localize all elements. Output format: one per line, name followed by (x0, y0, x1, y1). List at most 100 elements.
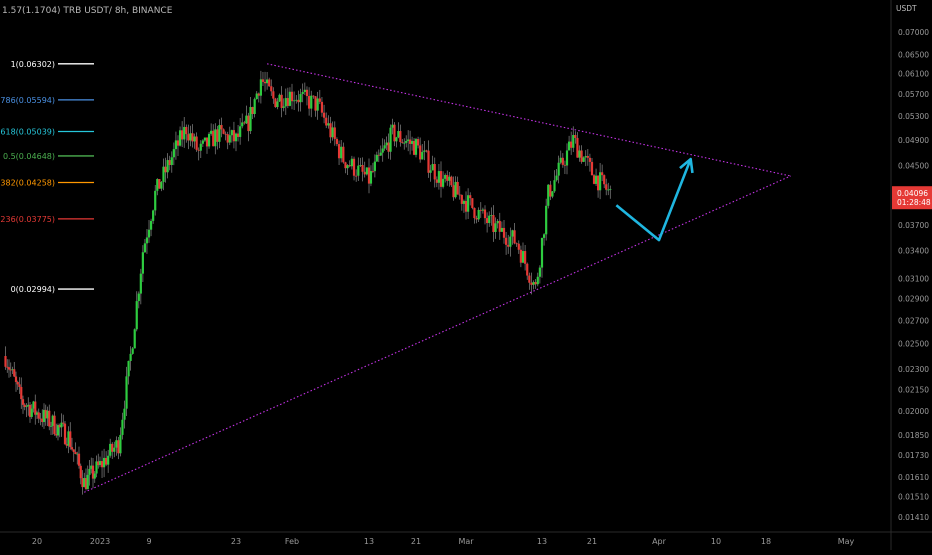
candle-up (25, 406, 28, 408)
candle-up (90, 465, 93, 469)
candle-down (335, 138, 339, 145)
price-tick: 0.03700 (898, 221, 929, 230)
candle-down (427, 150, 430, 173)
candle-up (379, 152, 382, 156)
candles (4, 70, 612, 495)
candle-up (481, 209, 484, 211)
candle-down (570, 141, 573, 148)
candle-down (576, 137, 579, 158)
price-tick: 0.05700 (898, 90, 929, 99)
price-tick: 0.02000 (898, 407, 929, 416)
candle-down (187, 134, 190, 141)
candle-up (350, 158, 353, 167)
candle-up (403, 142, 406, 144)
candle-up (441, 178, 445, 187)
candle-up (98, 461, 102, 466)
candle-down (387, 142, 390, 152)
candle-up (102, 457, 106, 468)
time-tick: 20 (32, 537, 42, 546)
candle-down (18, 384, 21, 387)
candle-up (407, 139, 410, 141)
candle-up (521, 251, 525, 263)
candle-down (205, 137, 209, 147)
candle-down (63, 423, 67, 445)
candle-down (534, 282, 537, 285)
candle-down (412, 141, 416, 155)
candle-down (34, 401, 37, 415)
candle-up (76, 453, 79, 455)
candle-up (414, 139, 418, 155)
candle-down (320, 101, 324, 113)
candle-up (567, 141, 571, 151)
fib-label: 0.236(0.03775) (0, 215, 55, 224)
candle-down (251, 107, 254, 114)
candle-down (519, 249, 522, 263)
candle-up (389, 127, 392, 152)
time-tick: 21 (411, 537, 421, 546)
candle-up (32, 401, 35, 409)
candle-down (337, 144, 341, 159)
candle-up (145, 237, 149, 244)
candle-up (166, 160, 169, 173)
candle-down (158, 179, 161, 189)
candle-down (20, 386, 23, 400)
candle-down (28, 404, 32, 417)
candle-down (367, 167, 371, 184)
candle-down (212, 130, 215, 147)
price-tick: 0.02900 (898, 295, 929, 304)
candle-up (303, 89, 306, 92)
current-price: 0.04096 (897, 189, 928, 198)
candle-down (464, 200, 468, 212)
candle-down (176, 140, 180, 146)
candle-up (553, 180, 556, 192)
candle-up (410, 141, 414, 144)
candle-up (143, 243, 147, 253)
candle-up (42, 409, 46, 423)
time-tick: 21 (587, 537, 597, 546)
candle-up (555, 175, 558, 181)
trendline-lower (84, 175, 791, 493)
candle-down (312, 95, 315, 97)
time-tick: 9 (146, 537, 151, 546)
candle-up (359, 165, 362, 166)
candle-up (253, 99, 256, 114)
candle-up (545, 205, 548, 235)
candle-down (399, 131, 402, 143)
candle-up (141, 252, 144, 274)
candle-up (259, 79, 262, 96)
candle-down (469, 195, 472, 199)
candle-down (325, 117, 328, 126)
price-tick: 0.01730 (898, 451, 929, 460)
time-tick: 10 (711, 537, 721, 546)
candle-up (152, 210, 155, 221)
price-tick: 0.01510 (898, 492, 929, 501)
time-tick: Mar (458, 537, 474, 546)
candle-down (435, 179, 438, 183)
candle-up (172, 149, 175, 158)
candle-up (594, 175, 598, 184)
candle-up (46, 410, 49, 419)
candle-up (500, 227, 503, 232)
price-tick: 0.01610 (898, 473, 929, 482)
price-tick: 0.03100 (898, 275, 929, 284)
price-tick: 0.06100 (898, 70, 929, 79)
candle-down (69, 431, 72, 448)
candle-down (168, 160, 171, 165)
candle-down (439, 171, 443, 187)
fib-label: 0.618(0.05039) (0, 127, 55, 136)
candle-up (462, 200, 466, 204)
candle-up (340, 146, 343, 159)
price-tick: 0.04900 (898, 136, 929, 145)
candle-down (247, 115, 250, 132)
candle-up (369, 170, 373, 184)
candle-up (538, 267, 541, 277)
fib-label: 0.382(0.04258) (0, 178, 55, 187)
candle-down (433, 164, 436, 180)
candle-down (105, 457, 108, 465)
candle-up (241, 122, 244, 127)
candle-up (331, 127, 334, 138)
candle-up (234, 133, 238, 142)
candle-down (39, 418, 42, 420)
